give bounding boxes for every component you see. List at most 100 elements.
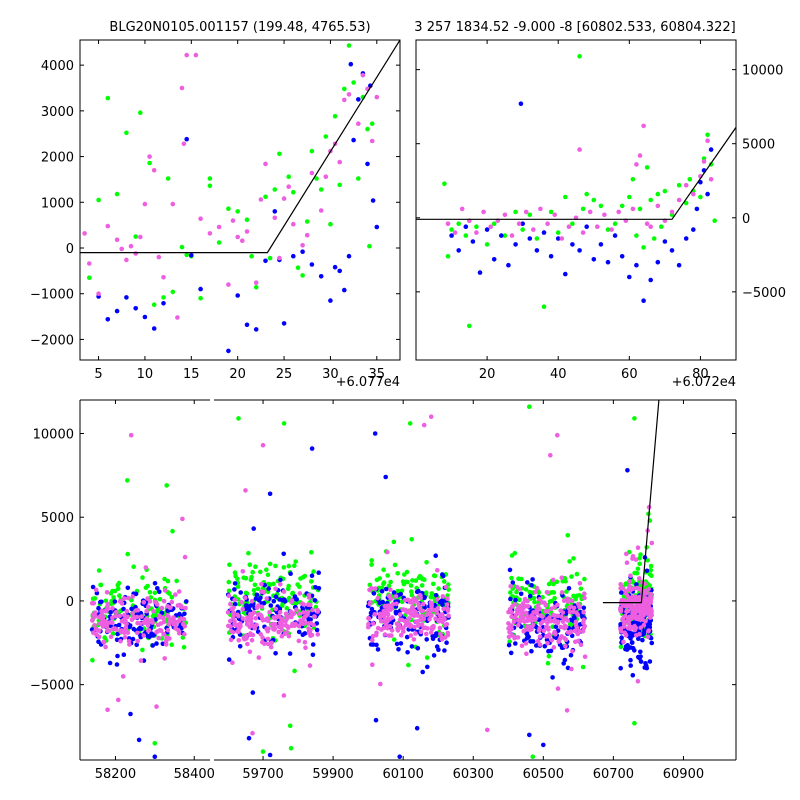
data-point [142,201,148,207]
data-point [394,601,399,607]
data-point [174,578,179,584]
data-point [300,575,306,580]
data-point [255,612,261,617]
data-point [424,655,430,660]
data-point [628,615,634,621]
data-point [308,617,313,622]
data-point [293,601,299,606]
data-point [230,660,235,665]
data-point [445,253,451,259]
data-point [395,571,401,576]
data-point [398,632,404,638]
data-point [182,554,188,560]
data-point [626,625,631,631]
data-point [633,604,638,610]
data-point [394,641,400,647]
data-point [382,632,388,637]
data-point [568,617,574,623]
data-point [529,583,534,588]
data-point [515,622,521,628]
data-point [396,647,401,652]
data-point [287,651,293,656]
data-point [247,562,253,567]
data-point [390,601,396,607]
data-point [305,602,311,607]
data-point [144,608,149,614]
data-point [527,212,533,218]
data-point [422,595,427,601]
data-point [530,622,536,628]
data-point [256,603,261,608]
data-point [170,201,176,207]
data-point [397,617,403,623]
data-point [648,224,653,229]
data-point [649,640,655,646]
data-point [337,268,343,274]
data-point [530,577,535,582]
data-point [105,95,111,101]
data-point [638,552,643,557]
data-point [525,580,530,585]
data-point [243,595,248,600]
data-point [226,579,232,585]
data-point [265,572,271,578]
data-point [107,660,113,666]
data-point [118,599,123,604]
data-point [630,673,636,678]
data-point [157,589,162,595]
data-point [605,227,611,232]
data-point [378,681,383,687]
data-point [619,253,625,259]
data-point [232,570,238,575]
data-point [156,254,162,260]
data-point [428,594,434,600]
data-point [644,221,650,226]
data-point [310,652,316,658]
data-point [108,634,114,640]
data-point [582,595,587,601]
data-point [117,593,122,598]
data-point [175,603,181,608]
data-point [420,608,426,614]
data-point [484,227,490,232]
data-point [161,295,166,300]
y-tick-label: −5000 [742,286,786,301]
data-point [151,609,156,614]
data-point [314,627,320,633]
data-point [169,642,174,647]
data-point [309,632,315,638]
data-point [546,634,552,639]
data-point [548,618,554,624]
data-point [584,191,589,197]
data-point [269,640,275,646]
data-point [571,609,576,614]
data-point [395,588,401,594]
data-point [635,545,641,550]
data-point [131,564,136,569]
data-point [626,645,632,651]
data-point [434,631,439,636]
data-point [388,587,393,592]
data-point [232,581,238,586]
data-point [365,126,370,132]
data-point [159,605,165,611]
data-point [179,85,185,91]
data-point [311,569,316,574]
data-point [618,665,623,671]
data-point [265,636,271,642]
data-point [512,550,518,556]
data-point [410,600,416,605]
data-point [646,628,651,633]
data-point [252,582,258,588]
data-point [93,610,98,615]
data-point [318,187,324,192]
data-point [523,209,529,215]
data-point [687,177,693,182]
data-point [591,257,597,262]
data-point [309,573,315,578]
data-point [424,560,429,565]
data-point [391,539,397,545]
data-point [452,230,458,235]
data-point [346,92,352,97]
data-point [423,625,428,630]
